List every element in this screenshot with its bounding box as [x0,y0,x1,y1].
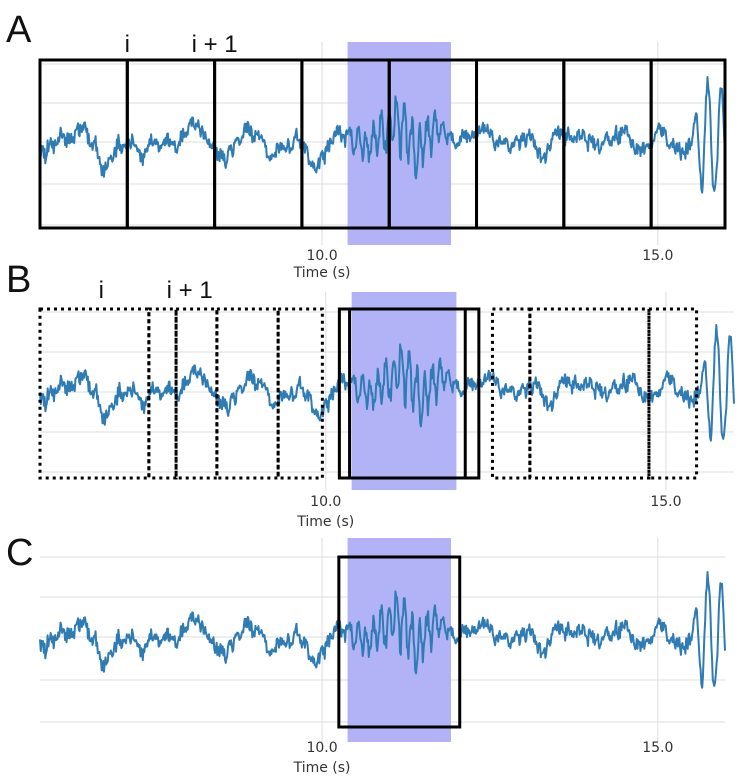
eeg-signal-line [39,324,735,442]
window-box-dotted [38,307,151,480]
panel-c: C 10.0 15.0 Time (s) [6,532,726,776]
x-tick-label: 15.0 [650,494,681,510]
eeg-signal-line [39,571,726,689]
window-box-dotted [276,307,324,480]
x-axis-label: Time (s) [296,514,354,530]
panel-letter-c: C [6,532,33,574]
x-tick-label: 10.0 [306,740,337,756]
window-box-dotted [490,307,532,480]
window-box-solid [348,307,481,480]
window-box-dotted [528,307,651,480]
window-label: i + 1 [167,277,213,304]
panel-letter-b: B [6,259,31,301]
eeg-signal-line [39,76,726,194]
window-box [649,58,727,230]
x-tick-label: 15.0 [642,740,673,756]
x-tick-label: 15.0 [642,248,673,264]
window-box [562,58,653,230]
panel-letter-a: A [6,9,32,51]
window-label: i [125,31,130,58]
window-box-dotted [647,307,699,480]
window-label: i + 1 [192,31,238,58]
window-box-solid [337,555,462,729]
window-label: i [99,277,104,304]
x-tick-label: 10.0 [310,494,341,510]
window-box-dotted [215,307,280,480]
x-axis-label: Time (s) [293,265,351,281]
x-tick-label: 10.0 [306,248,337,264]
x-axis-label: Time (s) [293,760,351,776]
